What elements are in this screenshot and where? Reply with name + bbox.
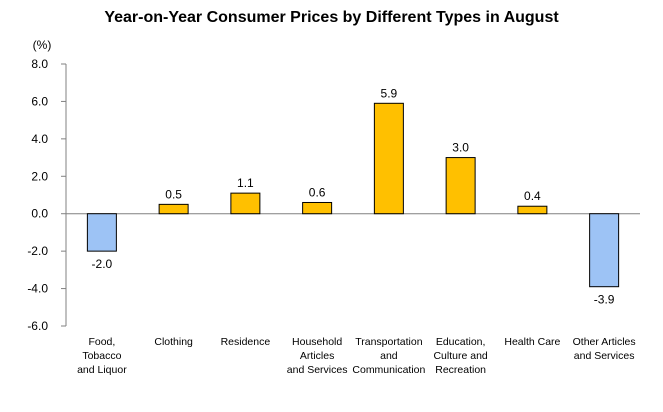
category-label: Household <box>292 336 342 348</box>
y-tick-label: -4.0 <box>27 282 48 296</box>
data-label: 0.5 <box>165 187 182 201</box>
category-label: Residence <box>221 336 271 348</box>
category-label: Education, <box>436 336 486 348</box>
category-label: Clothing <box>154 336 193 348</box>
bar <box>86 213 117 252</box>
bar <box>158 203 189 215</box>
data-label: 0.6 <box>309 185 326 199</box>
y-tick-label: -2.0 <box>27 244 48 258</box>
category-label: Communication <box>352 364 425 376</box>
y-tick-label: -6.0 <box>27 319 48 333</box>
bar <box>445 157 476 215</box>
bar <box>302 201 333 215</box>
category-label: and Liquor <box>77 364 127 376</box>
bar <box>589 213 620 288</box>
category-label: and <box>380 350 398 362</box>
category-label: Food, <box>88 336 115 348</box>
category-label: and Services <box>574 350 635 362</box>
category-label: Culture and <box>433 350 487 362</box>
category-label: Articles <box>300 350 334 362</box>
y-tick-label: 2.0 <box>31 169 48 183</box>
bar <box>517 205 548 215</box>
y-tick-label: 6.0 <box>31 94 48 108</box>
category-label: Recreation <box>435 364 486 376</box>
data-label: 1.1 <box>237 176 254 190</box>
bar <box>373 102 404 215</box>
category-label: Other Articles <box>573 336 636 348</box>
y-tick-label: 8.0 <box>31 57 48 71</box>
bar <box>230 192 261 215</box>
category-label: Transportation <box>355 336 422 348</box>
data-label: 0.4 <box>524 189 541 203</box>
data-label: 5.9 <box>381 86 398 100</box>
chart-title: Year-on-Year Consumer Prices by Differen… <box>104 9 559 26</box>
category-label: Tobacco <box>82 350 121 362</box>
data-label: 3.0 <box>452 141 469 155</box>
data-label: -2.0 <box>92 257 113 271</box>
data-label: -3.9 <box>594 293 615 307</box>
category-label: Health Care <box>504 336 560 348</box>
category-label: and Services <box>287 364 348 376</box>
y-tick-label: 4.0 <box>31 132 48 146</box>
y-tick-label: 0.0 <box>31 207 48 221</box>
y-axis-label: (%) <box>33 38 52 52</box>
